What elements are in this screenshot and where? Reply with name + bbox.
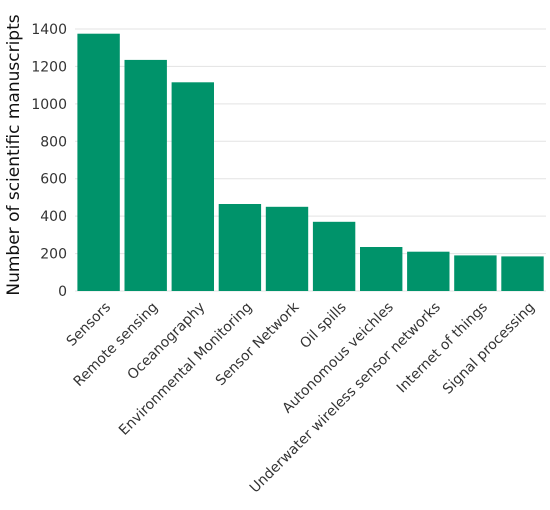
y-axis-ticks: 0 200 400 600 800 1000 1200 1400 <box>31 22 67 300</box>
x-category-label: Signal processing <box>440 299 538 397</box>
y-tick-label: 400 <box>40 209 67 225</box>
bar <box>454 255 497 291</box>
x-category-label: Sensor Network <box>213 299 303 389</box>
bar <box>360 247 403 291</box>
bar <box>265 206 309 291</box>
x-category-label: Remote sensing <box>71 299 162 390</box>
bars <box>77 33 544 292</box>
bar <box>312 221 356 291</box>
bar <box>218 204 262 291</box>
bar <box>501 256 544 291</box>
bar <box>407 251 450 291</box>
y-tick-label: 1000 <box>31 97 67 113</box>
bar <box>77 33 120 291</box>
y-tick-label: 1200 <box>31 59 67 75</box>
y-tick-label: 0 <box>58 284 67 300</box>
y-tick-label: 200 <box>40 247 67 263</box>
y-axis-title: Number of scientific manuscripts <box>4 14 24 295</box>
y-tick-label: 1400 <box>31 22 67 38</box>
y-tick-label: 800 <box>40 134 67 150</box>
bar <box>171 82 214 291</box>
y-tick-label: 600 <box>40 172 67 188</box>
bar <box>124 59 167 292</box>
x-category-label: Internet of things <box>394 299 491 396</box>
